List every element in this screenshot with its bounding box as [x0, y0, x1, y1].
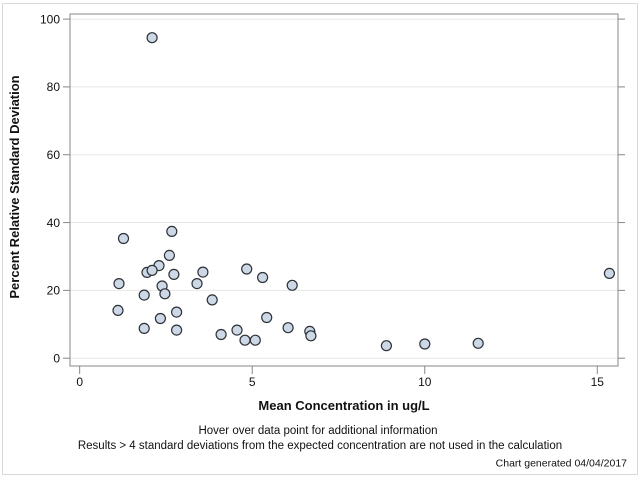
footnote-exclusion-rule: Results > 4 standard deviations from the… — [78, 440, 562, 452]
data-point[interactable] — [380, 340, 392, 352]
data-point[interactable] — [286, 279, 298, 291]
data-point[interactable] — [171, 306, 183, 318]
data-point[interactable] — [249, 334, 261, 346]
y-tick-label: 60 — [47, 148, 61, 162]
y-tick-label: 40 — [47, 216, 61, 230]
footnote-hover-hint: Hover over data point for additional inf… — [198, 425, 437, 437]
figure-border — [2, 3, 638, 475]
plot-frame — [69, 13, 619, 367]
data-point[interactable] — [138, 289, 150, 301]
data-point[interactable] — [257, 271, 269, 284]
data-point[interactable] — [117, 232, 130, 245]
data-point[interactable] — [138, 322, 150, 334]
y-tick-label: 20 — [47, 284, 61, 298]
x-tick-label: 10 — [418, 375, 432, 389]
data-point[interactable] — [168, 268, 180, 280]
data-point[interactable] — [159, 288, 171, 300]
data-point[interactable] — [215, 328, 227, 341]
data-point[interactable] — [419, 338, 431, 350]
data-point[interactable] — [154, 312, 166, 325]
data-point[interactable] — [603, 267, 616, 279]
data-point[interactable] — [305, 330, 317, 342]
data-point[interactable] — [146, 264, 158, 276]
data-point[interactable] — [231, 324, 243, 336]
y-tick-label: 100 — [40, 12, 60, 26]
data-point[interactable] — [171, 324, 183, 336]
x-tick-label: 5 — [249, 375, 256, 389]
x-tick-label: 0 — [76, 375, 83, 389]
chart-generated-note: Chart generated 04/04/2017 — [496, 458, 628, 470]
data-point[interactable] — [206, 294, 218, 306]
y-tick-label: 0 — [53, 352, 60, 366]
data-point[interactable] — [146, 32, 158, 44]
data-point[interactable] — [472, 337, 484, 349]
data-point[interactable] — [197, 266, 209, 278]
data-point[interactable] — [239, 334, 251, 346]
x-axis-title: Mean Concentration in ug/L — [258, 398, 429, 413]
y-axis-title: Percent Relative Standard Deviation — [7, 75, 22, 298]
data-point[interactable] — [241, 263, 253, 275]
data-point[interactable] — [261, 311, 273, 324]
data-point[interactable] — [166, 225, 178, 237]
data-point[interactable] — [282, 322, 294, 334]
data-point[interactable] — [191, 278, 203, 290]
data-point[interactable] — [163, 249, 175, 261]
x-tick-label: 15 — [591, 375, 605, 389]
plot-area: 0 20 40 60 80 100 0 5 10 15 — [40, 12, 625, 389]
data-point[interactable] — [112, 304, 124, 316]
data-point[interactable] — [113, 278, 125, 290]
y-tick-label: 80 — [47, 80, 61, 94]
